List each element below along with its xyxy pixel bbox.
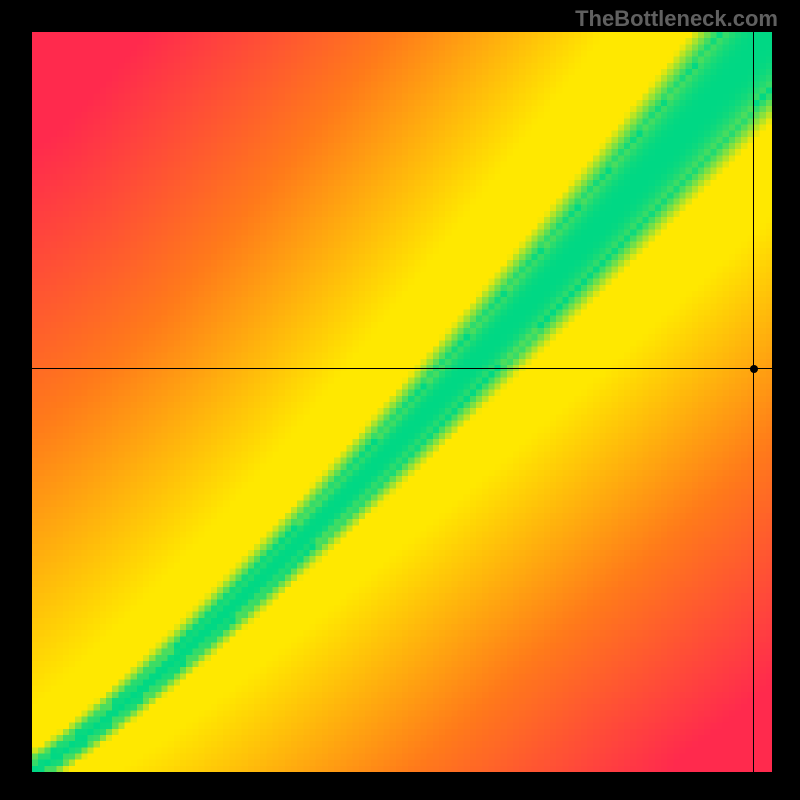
heatmap-canvas (32, 32, 772, 772)
marker-dot (750, 365, 758, 373)
chart-container: TheBottleneck.com (0, 0, 800, 800)
crosshair-horizontal (32, 368, 772, 369)
crosshair-vertical (753, 32, 754, 772)
watermark-text: TheBottleneck.com (575, 6, 778, 32)
